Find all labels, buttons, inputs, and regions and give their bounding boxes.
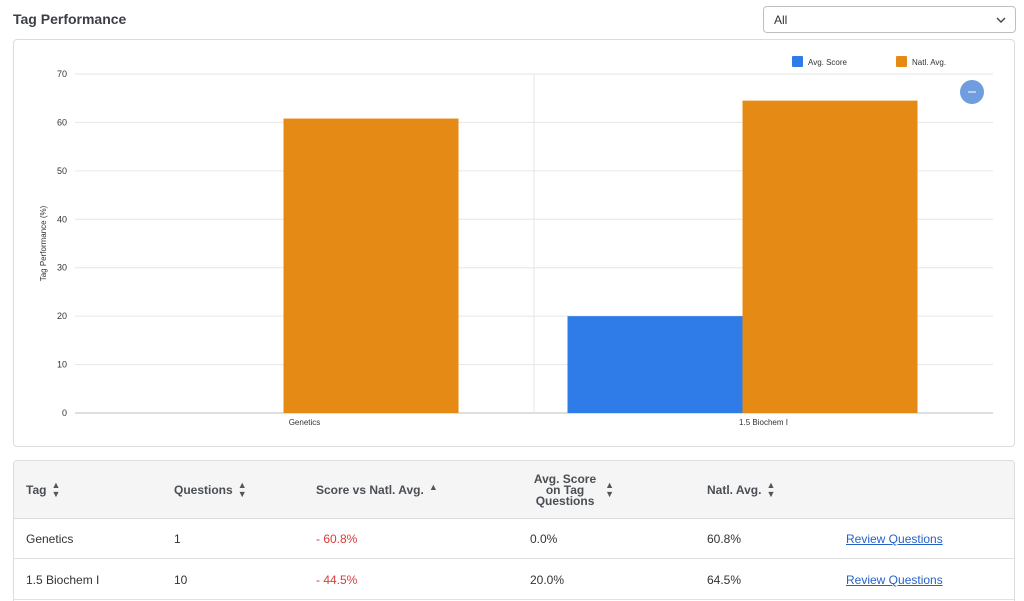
- legend-swatch: [896, 56, 907, 67]
- table-row: 1.5 Biochem I 10 - 44.5% 20.0% 64.5% Rev…: [14, 560, 1014, 600]
- y-tick-label: 10: [57, 360, 67, 370]
- page-title: Tag Performance: [13, 11, 127, 27]
- column-header-avg-score-label: Avg. Score on Tag Questions: [533, 471, 597, 508]
- review-questions-link[interactable]: Review Questions: [846, 532, 943, 546]
- sort-up-icon: ▲: [428, 481, 438, 492]
- cell-avg-score: 20.0%: [530, 573, 565, 587]
- cell-questions: 1: [174, 532, 181, 546]
- cell-score-vs: - 60.8%: [316, 532, 358, 546]
- column-header-questions-label: Questions: [174, 482, 233, 497]
- column-header-score-vs-label: Score vs Natl. Avg.: [316, 482, 424, 497]
- cell-questions: 10: [174, 573, 188, 587]
- column-header-tag-label: Tag: [26, 482, 47, 497]
- bar: [567, 316, 743, 413]
- legend-label: Avg. Score: [808, 58, 848, 67]
- sort-both-icon: ▲ ▼: [51, 480, 61, 499]
- cell-score-vs: - 44.5%: [316, 573, 358, 587]
- y-tick-label: 20: [57, 311, 67, 321]
- y-tick-label: 70: [57, 69, 67, 79]
- y-tick-label: 50: [57, 166, 67, 176]
- legend-label: Natl. Avg.: [912, 58, 946, 67]
- y-tick-label: 0: [62, 408, 67, 418]
- cell-tag: 1.5 Biochem I: [26, 573, 100, 587]
- y-axis-label: Tag Performance (%): [39, 205, 48, 281]
- cell-tag: Genetics: [26, 532, 74, 546]
- y-tick-label: 40: [57, 214, 67, 224]
- sort-both-icon: ▲ ▼: [237, 480, 247, 499]
- review-questions-link[interactable]: Review Questions: [846, 573, 943, 587]
- x-tick-label: 1.5 Biochem I: [739, 418, 788, 427]
- review-questions-cell: Review Questions: [846, 519, 943, 559]
- legend-swatch: [792, 56, 803, 67]
- sort-both-icon: ▲ ▼: [605, 480, 614, 499]
- table-row: Genetics 1 - 60.8% 0.0% 60.8% Review Que…: [14, 519, 1014, 559]
- tag-table: Tag ▲ ▼ Questions ▲ ▼ Score vs Natl. Avg. …: [13, 460, 1015, 601]
- y-tick-label: 30: [57, 263, 67, 273]
- bar: [283, 118, 459, 413]
- column-header-natl-avg-label: Natl. Avg.: [707, 482, 762, 497]
- column-header-avg-score[interactable]: Avg. Score on Tag Questions ▲ ▼: [530, 461, 614, 519]
- table-header: Tag ▲ ▼ Questions ▲ ▼ Score vs Natl. Avg. …: [14, 461, 1014, 519]
- bar: [742, 100, 918, 413]
- chevron-down-icon: [996, 17, 1006, 23]
- cell-natl-avg: 60.8%: [707, 532, 742, 546]
- column-header-natl-avg[interactable]: Natl. Avg. ▲ ▼: [707, 461, 775, 519]
- x-tick-label: Genetics: [289, 418, 321, 427]
- chart-card: 0 10 20 30 40 50 60 70 Genetics 1.5 Biochem I Tag …: [13, 39, 1015, 447]
- cell-natl-avg: 64.5%: [707, 573, 742, 587]
- column-header-score-vs[interactable]: Score vs Natl. Avg. ▲: [316, 461, 438, 519]
- cell-avg-score: 0.0%: [530, 532, 558, 546]
- tag-performance-chart: 0 10 20 30 40 50 60 70 Genetics 1.5 Biochem I Tag …: [39, 56, 993, 427]
- tag-filter-value: All: [774, 13, 788, 27]
- column-header-questions[interactable]: Questions ▲ ▼: [174, 461, 247, 519]
- review-questions-cell: Review Questions: [846, 560, 943, 600]
- y-tick-label: 60: [57, 117, 67, 127]
- sort-both-icon: ▲ ▼: [766, 480, 776, 499]
- header: Tag Performance All: [13, 0, 1016, 38]
- column-header-tag[interactable]: Tag ▲ ▼: [26, 461, 60, 519]
- tag-filter-select[interactable]: All: [763, 6, 1016, 33]
